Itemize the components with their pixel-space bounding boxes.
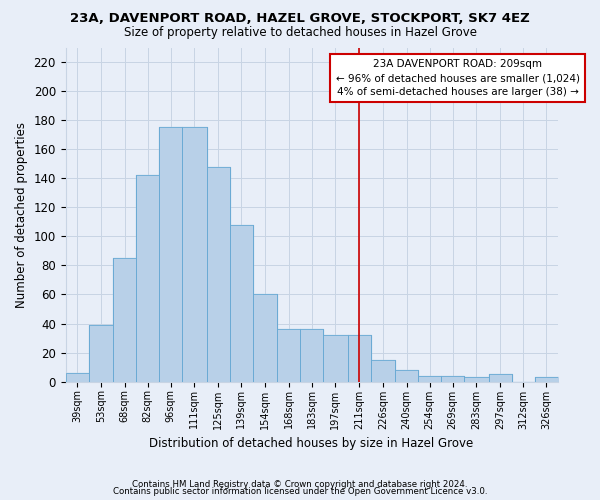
- X-axis label: Distribution of detached houses by size in Hazel Grove: Distribution of detached houses by size …: [149, 437, 474, 450]
- Text: 23A DAVENPORT ROAD: 209sqm
← 96% of detached houses are smaller (1,024)
4% of se: 23A DAVENPORT ROAD: 209sqm ← 96% of deta…: [335, 59, 580, 97]
- Text: Contains public sector information licensed under the Open Government Licence v3: Contains public sector information licen…: [113, 487, 487, 496]
- Text: Contains HM Land Registry data © Crown copyright and database right 2024.: Contains HM Land Registry data © Crown c…: [132, 480, 468, 489]
- Text: 23A, DAVENPORT ROAD, HAZEL GROVE, STOCKPORT, SK7 4EZ: 23A, DAVENPORT ROAD, HAZEL GROVE, STOCKP…: [70, 12, 530, 26]
- Text: Size of property relative to detached houses in Hazel Grove: Size of property relative to detached ho…: [124, 26, 476, 39]
- Y-axis label: Number of detached properties: Number of detached properties: [15, 122, 28, 308]
